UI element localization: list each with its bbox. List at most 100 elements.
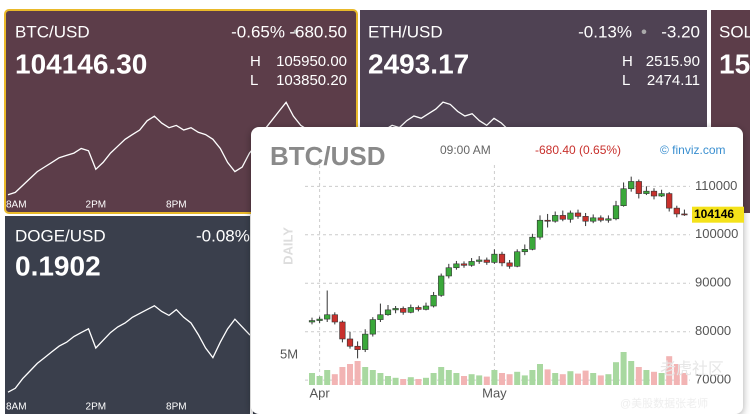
candle-body — [590, 217, 597, 222]
tile-bg — [5, 216, 250, 414]
last-price-tag — [692, 206, 744, 223]
x-tick-label: May — [482, 385, 507, 400]
high: 105950.00 — [276, 53, 347, 70]
candle-body — [506, 262, 513, 267]
volume-bar — [438, 367, 445, 385]
candle-body — [308, 320, 316, 323]
change: -3.20 — [661, 22, 700, 41]
low-label: L — [622, 72, 630, 89]
volume-bar — [499, 373, 505, 385]
volume-bar — [514, 371, 521, 385]
volume-bar — [453, 373, 460, 385]
candle-body — [612, 205, 620, 220]
symbol: SOL — [719, 22, 750, 41]
volume-bar — [605, 374, 612, 385]
candle-body — [658, 193, 665, 197]
candle-body — [430, 295, 437, 307]
volume-bar — [529, 370, 536, 385]
change-pct: -0.13% — [578, 22, 632, 41]
volume-bar — [392, 377, 399, 385]
volume-bar — [461, 376, 467, 385]
watermark-author: @美股数据张老师 — [620, 396, 708, 410]
symbol: ETH/USD — [368, 22, 443, 41]
volume-bar — [559, 374, 566, 385]
volume-bar — [681, 373, 688, 385]
low: 103850.20 — [276, 72, 347, 89]
candle-body — [346, 338, 354, 347]
candle-body — [582, 216, 589, 222]
candle-body — [529, 236, 536, 250]
candle-body — [460, 263, 468, 266]
separator: • — [641, 22, 647, 41]
x-tick-label: Apr — [309, 385, 330, 400]
candle-body — [369, 319, 376, 335]
separator: • — [293, 22, 299, 41]
volume-bar — [673, 364, 680, 385]
candle-body — [438, 275, 445, 296]
candle-body — [498, 253, 506, 264]
volume-bar — [628, 361, 635, 385]
x-tick-label: 8AM — [6, 200, 27, 211]
candle-body — [650, 190, 658, 197]
candle-body — [415, 307, 422, 310]
sparkline-group: 8AM 2PM 8PM — [6, 305, 250, 413]
volume-bar — [331, 374, 338, 385]
volume-bar — [537, 364, 543, 385]
volume-bar — [468, 374, 475, 385]
candle-body — [400, 308, 407, 313]
volume-bar — [491, 370, 498, 385]
candle-body — [331, 314, 338, 323]
volume-bar — [309, 373, 315, 385]
candle-body — [597, 217, 604, 221]
volume-bar — [316, 376, 323, 385]
candle-body — [521, 249, 528, 253]
volume-bar — [415, 379, 422, 385]
volume-bar — [347, 364, 353, 385]
volume-bar — [385, 376, 391, 385]
symbol: DOGE/USD — [15, 226, 106, 245]
candle-body — [422, 305, 430, 310]
candle-body — [468, 261, 475, 266]
candle-body — [681, 213, 688, 216]
volume-bar — [362, 367, 369, 385]
volume-bar — [400, 379, 407, 385]
candle-body — [536, 219, 544, 238]
x-tick-label: 8PM — [166, 402, 187, 413]
chart-popup: BTC/USD 09:00 AM -680.40 (0.65%) © finvi… — [251, 127, 744, 414]
volume-bar — [643, 370, 650, 385]
change-label: -680.40 (0.65%) — [535, 143, 621, 157]
candle-body — [514, 251, 521, 267]
high-label: H — [250, 53, 261, 70]
change-pct: -0.08% — [196, 226, 250, 245]
sparkline — [7, 101, 353, 196]
volume-bar — [658, 373, 665, 385]
candle-body — [483, 259, 490, 263]
volume-bar — [635, 367, 642, 385]
y-tick-label: 100000 — [695, 226, 738, 241]
volume-bar — [369, 370, 376, 385]
candle-body — [567, 212, 574, 220]
sparkline-group: 8AM 2PM 8PM — [6, 101, 353, 211]
chart-title: BTC/USD — [270, 141, 386, 171]
volume-bar — [339, 367, 346, 385]
time: 09:00 AM — [440, 143, 491, 157]
candle-body — [666, 193, 673, 209]
volume-bar — [506, 374, 513, 385]
price: 0.1902 — [15, 250, 101, 281]
watermark-brand: 老虎社区 — [660, 360, 724, 378]
x-tick-label: 8AM — [6, 402, 27, 413]
candle-body — [362, 333, 369, 350]
candle-body — [559, 215, 566, 220]
high-label: H — [622, 53, 633, 70]
y-tick-label: 70000 — [695, 372, 731, 387]
price: 2493.17 — [368, 48, 469, 79]
volume-bar — [597, 375, 604, 385]
candle-body — [544, 219, 551, 222]
popup-bg — [251, 127, 743, 414]
volume-bar — [567, 371, 574, 385]
sparkline — [7, 305, 250, 393]
y-tick-label: 110000 — [695, 178, 737, 193]
volume-tick-label: 5M — [280, 346, 298, 361]
volume-bar — [354, 361, 361, 385]
